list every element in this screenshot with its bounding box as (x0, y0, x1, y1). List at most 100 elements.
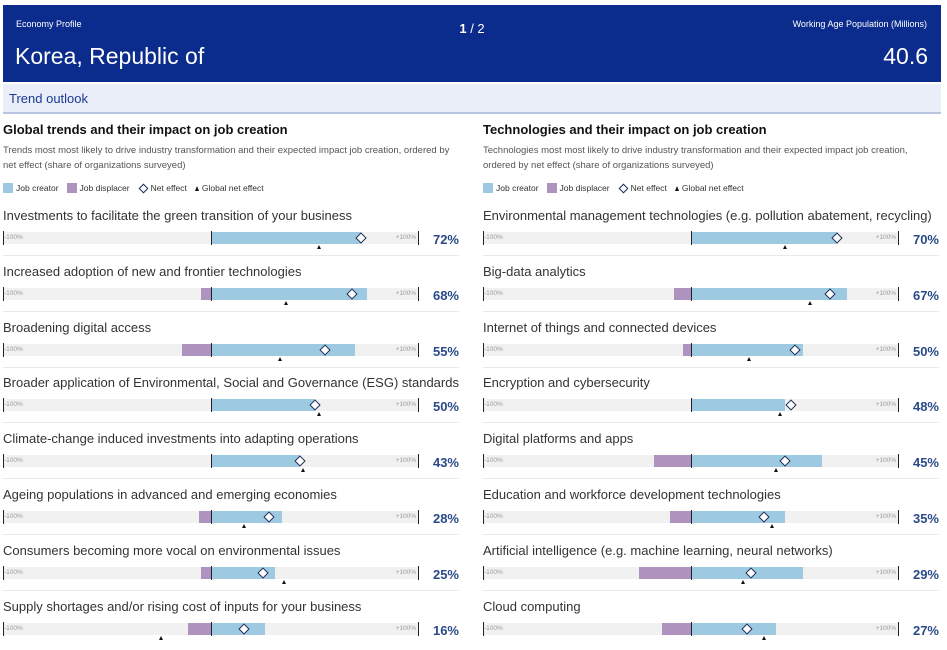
trend-row: Investments to facilitate the green tran… (3, 208, 459, 264)
axis-tick (898, 231, 900, 245)
legend-creator: Job creator (496, 183, 539, 193)
global-net-effect-marker (300, 468, 305, 473)
row-label: Climate-change induced investments into … (3, 431, 359, 447)
technologies-column: Technologies and their impact on job cre… (483, 122, 939, 175)
axis-tick (691, 565, 693, 580)
axis-tick (211, 454, 213, 469)
row-divider (483, 478, 939, 480)
legend-displacer: Job displacer (559, 183, 610, 193)
net-effect-value: 68% (432, 287, 459, 303)
axis-min-label: -100% (484, 568, 503, 576)
row-divider (3, 534, 459, 535)
global-net-effect-marker (242, 524, 247, 528)
job-displacer-swatch (546, 183, 557, 193)
axis-tick (691, 231, 693, 245)
axis-max-label: +100% (395, 568, 416, 576)
row-divider (3, 589, 459, 591)
job-creator-bar (211, 343, 355, 356)
axis-min-label: -100% (4, 513, 23, 520)
net-effect-value: 70% (912, 232, 939, 247)
axis-tick (418, 621, 420, 636)
row-divider (483, 310, 939, 312)
job-creator-bar (211, 622, 266, 635)
axis-min-label: -100% (4, 234, 23, 241)
country-name: Korea, Republic of (15, 43, 205, 69)
impact-track: -100% +100% (3, 342, 420, 361)
impact-track: -100% +100% (483, 342, 900, 361)
axis-max-label: +100% (395, 513, 416, 520)
axis-tick (691, 286, 693, 301)
global-net-effect-marker (283, 300, 288, 305)
job-creator-bar (211, 232, 361, 244)
axis-tick (418, 454, 420, 469)
technology-row: Digital platforms and apps -100% +100% 45% (483, 431, 939, 487)
page-current: 1 (459, 21, 467, 36)
global-net-effect-marker (281, 579, 286, 584)
trend-row: Ageing populations in advanced and emerg… (3, 487, 459, 543)
axis-max-label: +100% (395, 624, 416, 632)
axis-tick (418, 286, 420, 301)
impact-track: -100% +100% (3, 231, 420, 249)
global-net-effect-marker (761, 635, 766, 640)
net-effect-marker (785, 399, 797, 412)
trend-row: Consumers becoming more vocal on environ… (3, 543, 459, 599)
axis-tick (898, 510, 900, 524)
global-net-effect-marker (159, 635, 164, 640)
job-creator-bar (691, 343, 804, 356)
impact-track: -100% +100% (483, 565, 900, 584)
row-label: Education and workforce development tech… (483, 487, 781, 502)
axis-tick (211, 621, 213, 636)
row-divider (3, 366, 459, 368)
net-effect-value: 29% (912, 566, 939, 582)
axis-tick (483, 454, 485, 469)
job-displacer-bar (200, 287, 211, 300)
page-separator: / (466, 21, 478, 36)
net-effect-value: 35% (912, 511, 939, 526)
axis-min-label: -100% (484, 513, 503, 520)
row-label: Increased adoption of new and frontier t… (3, 263, 302, 279)
axis-tick (898, 454, 900, 469)
axis-tick (3, 342, 5, 357)
axis-min-label: -100% (484, 234, 503, 241)
axis-tick (483, 621, 485, 636)
global-net-effect-marker (277, 356, 282, 361)
legend-net: Net effect (150, 183, 187, 193)
page-indicator[interactable]: 1 / 2 (3, 21, 941, 36)
axis-tick (3, 398, 5, 413)
job-creator-bar (691, 232, 837, 244)
impact-track: -100% +100% (483, 231, 900, 249)
axis-min-label: -100% (484, 457, 503, 465)
row-label: Big-data analytics (483, 263, 586, 279)
trend-row: Broader application of Environmental, So… (3, 375, 459, 431)
axis-tick (691, 454, 693, 469)
legend-global: Global net effect (681, 183, 744, 193)
job-creator-bar (691, 399, 785, 412)
row-label: Supply shortages and/or rising cost of i… (3, 598, 362, 614)
axis-tick (483, 565, 485, 580)
axis-min-label: -100% (484, 401, 503, 409)
axis-max-label: +100% (395, 457, 416, 465)
axis-tick (691, 342, 693, 357)
global-net-effect-marker (770, 524, 775, 528)
net-effect-value: 28% (432, 511, 459, 526)
job-displacer-bar (188, 622, 211, 635)
population-label: Working Age Population (Millions) (792, 19, 927, 29)
global-net-effect-marker (782, 245, 787, 249)
job-creator-bar (211, 511, 282, 523)
technology-row: Internet of things and connected devices… (483, 320, 939, 376)
axis-tick (3, 621, 5, 636)
global-net-effect-marker (778, 412, 783, 417)
axis-max-label: +100% (875, 513, 896, 520)
axis-tick (418, 510, 420, 524)
page-total: 2 (477, 21, 485, 36)
row-label: Environmental management technologies (e… (483, 208, 932, 223)
axis-min-label: -100% (4, 457, 23, 465)
net-effect-value: 50% (912, 343, 939, 359)
row-divider (3, 255, 459, 256)
axis-tick (3, 231, 5, 245)
axis-max-label: +100% (395, 289, 416, 297)
job-creator-bar (211, 399, 315, 412)
row-label: Ageing populations in advanced and emerg… (3, 487, 337, 502)
trend-row: Climate-change induced investments into … (3, 431, 459, 487)
axis-max-label: +100% (395, 234, 416, 241)
